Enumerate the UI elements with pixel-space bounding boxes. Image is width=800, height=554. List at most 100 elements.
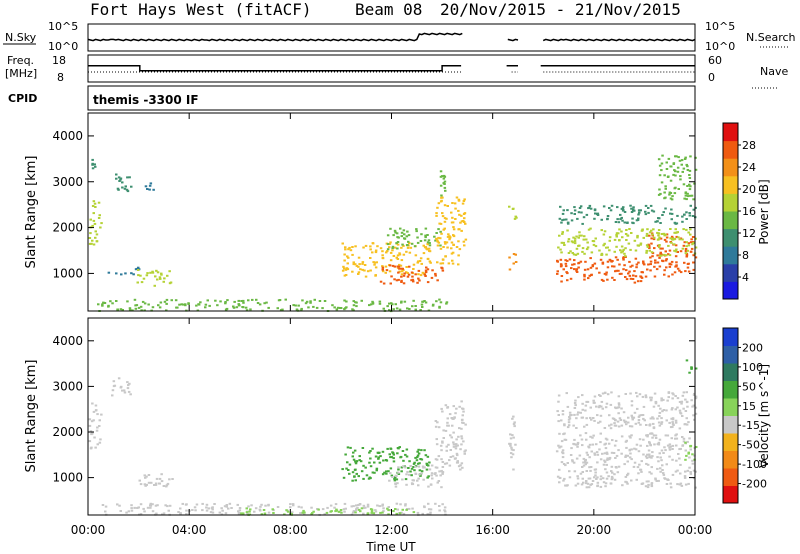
echo-cell: [642, 417, 645, 420]
echo-cell: [615, 269, 618, 272]
echo-cell: [688, 437, 691, 440]
echo-cell: [225, 307, 229, 310]
echo-cell: [513, 425, 516, 428]
freq-frame: [87, 54, 696, 83]
echo-cell: [602, 205, 606, 208]
echo-cell: [91, 224, 94, 227]
echo-cell: [388, 246, 391, 249]
echo-cell: [101, 504, 105, 506]
echo-cell: [660, 169, 663, 172]
echo-cell: [174, 299, 178, 302]
echo-cell: [612, 452, 616, 454]
echo-cell: [446, 246, 449, 249]
echo-cell: [88, 418, 92, 421]
echo-cell: [621, 219, 624, 222]
echo-cell: [576, 482, 580, 485]
echo-cell: [585, 400, 588, 403]
echo-cell: [631, 278, 635, 280]
echo-cell: [284, 298, 287, 301]
echo-cell: [616, 206, 619, 209]
echo-cell: [668, 191, 672, 194]
echo-cell: [610, 204, 614, 207]
echo-cell: [648, 245, 651, 248]
echo-cell: [429, 513, 432, 516]
echo-cell: [435, 443, 439, 446]
echo-cell: [630, 458, 633, 461]
echo-cell: [139, 305, 143, 308]
echo-cell: [688, 371, 691, 374]
echo-cell: [689, 471, 692, 473]
echo-cell: [94, 446, 97, 449]
echo-cell: [629, 277, 633, 280]
echo-cell: [410, 279, 413, 282]
echo-cell: [566, 405, 570, 408]
echo-cell: [583, 252, 586, 255]
echo-cell: [678, 269, 681, 272]
echo-cell: [163, 277, 166, 280]
echo-cell: [443, 186, 447, 189]
echo-cell: [692, 198, 695, 201]
echo-cell: [369, 248, 372, 251]
echo-cell: [375, 469, 378, 472]
echo-cell: [214, 299, 217, 302]
echo-cell: [678, 409, 682, 412]
echo-cell: [641, 414, 645, 416]
echo-cell: [267, 503, 270, 506]
echo-cell: [586, 482, 590, 485]
echo-cell: [376, 245, 379, 248]
echo-cell: [245, 507, 248, 510]
echo-cell: [149, 506, 152, 509]
echo-cell: [351, 246, 354, 248]
echo-cell: [400, 235, 403, 238]
echo-cell: [323, 300, 327, 302]
echo-cell: [684, 441, 687, 444]
echo-cell: [408, 265, 411, 268]
x-tick-label: 16:00: [475, 523, 510, 537]
y-tick-label: 1000: [52, 471, 83, 485]
echo-cell: [659, 467, 662, 470]
echo-cell: [684, 194, 688, 197]
echo-cell: [694, 470, 697, 473]
echo-cell: [321, 307, 324, 310]
echo-cell: [369, 508, 373, 511]
echo-cell: [676, 166, 680, 169]
echo-cell: [692, 414, 695, 417]
echo-cell: [452, 443, 456, 446]
echo-cell: [351, 479, 354, 482]
echo-cell: [425, 462, 428, 465]
echo-cell: [443, 220, 447, 223]
echo-cell: [451, 455, 455, 458]
echo-cell: [651, 255, 654, 258]
echo-cell: [441, 258, 445, 261]
echo-cell: [210, 507, 214, 510]
echo-cell: [392, 234, 395, 237]
echo-cell: [457, 263, 460, 266]
echo-cell: [687, 451, 690, 454]
echo-cell: [580, 211, 583, 214]
echo-cell: [603, 460, 607, 463]
echo-cell: [396, 482, 399, 485]
echo-cell: [399, 503, 402, 506]
echo-cell: [622, 411, 626, 414]
echo-cell: [408, 251, 412, 254]
echo-cell: [448, 413, 452, 416]
echo-cell: [461, 414, 464, 417]
echo-cell: [631, 264, 634, 267]
echo-cell: [406, 246, 410, 249]
echo-cell: [558, 446, 561, 449]
echo-cell: [568, 258, 572, 261]
echo-cell: [361, 262, 364, 265]
echo-cell: [617, 412, 620, 415]
echo-cell: [642, 438, 645, 441]
echo-cell: [418, 473, 421, 476]
echo-cell: [426, 243, 429, 246]
echo-cell: [571, 459, 574, 462]
echo-cell: [651, 451, 654, 454]
echo-cell: [583, 268, 587, 271]
echo-cell: [88, 237, 92, 239]
echo-cell: [423, 449, 426, 452]
echo-cell: [686, 249, 689, 252]
echo-cell: [201, 509, 204, 512]
echo-cell: [599, 441, 602, 444]
echo-cell: [679, 271, 683, 274]
